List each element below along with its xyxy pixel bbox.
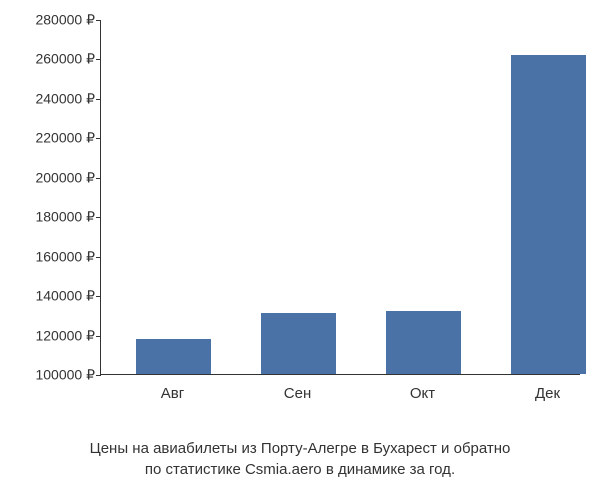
caption-line-2: по статистике Csmia.aero в динамике за г… xyxy=(145,461,455,478)
y-tick-label: 140000 ₽ xyxy=(35,288,95,305)
x-axis-label: Дек xyxy=(535,385,560,402)
y-tick-label: 220000 ₽ xyxy=(35,130,95,147)
y-tick-mark xyxy=(96,217,101,218)
y-tick-mark xyxy=(96,99,101,100)
y-tick-mark xyxy=(96,138,101,139)
y-tick-mark xyxy=(96,336,101,337)
x-axis-label: Окт xyxy=(410,385,435,402)
y-tick-label: 260000 ₽ xyxy=(35,51,95,68)
y-tick-mark xyxy=(96,59,101,60)
y-tick-mark xyxy=(96,257,101,258)
y-tick-mark xyxy=(96,20,101,21)
caption-line-1: Цены на авиабилеты из Порту-Алегре в Бух… xyxy=(90,440,511,457)
y-tick-label: 240000 ₽ xyxy=(35,90,95,107)
bar xyxy=(136,339,211,375)
y-tick-mark xyxy=(96,296,101,297)
y-tick-label: 160000 ₽ xyxy=(35,248,95,265)
x-axis-label: Сен xyxy=(284,385,311,402)
bar xyxy=(511,55,586,375)
x-axis-label: Авг xyxy=(161,385,184,402)
y-tick-mark xyxy=(96,375,101,376)
y-tick-label: 200000 ₽ xyxy=(35,169,95,186)
y-tick-label: 120000 ₽ xyxy=(35,327,95,344)
y-tick-mark xyxy=(96,178,101,179)
bar xyxy=(386,311,461,374)
chart-caption: Цены на авиабилеты из Порту-Алегре в Бух… xyxy=(0,438,600,480)
bar xyxy=(261,313,336,374)
y-tick-label: 180000 ₽ xyxy=(35,209,95,226)
y-tick-label: 280000 ₽ xyxy=(35,12,95,29)
chart-container: 100000 ₽120000 ₽140000 ₽160000 ₽180000 ₽… xyxy=(100,20,580,410)
y-tick-label: 100000 ₽ xyxy=(35,367,95,384)
plot-area xyxy=(100,20,580,375)
